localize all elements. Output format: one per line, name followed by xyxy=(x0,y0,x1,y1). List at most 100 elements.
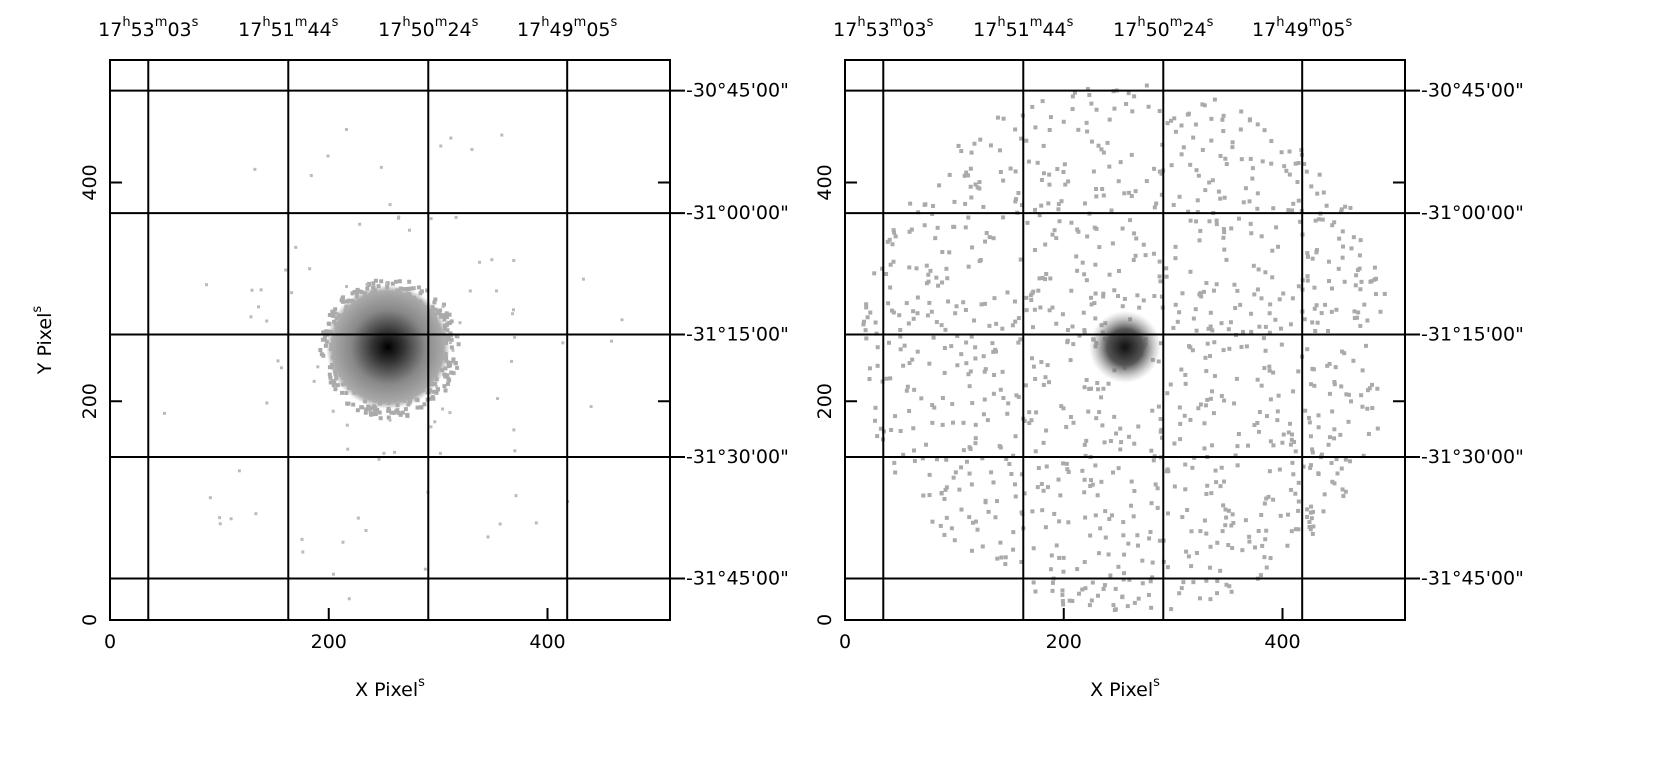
image-pixel xyxy=(1001,116,1006,121)
image-pixel xyxy=(1048,276,1053,281)
image-pixel xyxy=(940,396,945,401)
image-pixel xyxy=(995,115,1000,120)
image-pixel xyxy=(1264,496,1269,501)
image-pixel xyxy=(1129,194,1134,199)
image-pixel xyxy=(429,425,433,429)
image-pixel xyxy=(328,375,333,380)
image-pixel xyxy=(1344,392,1349,397)
image-pixel xyxy=(1013,199,1018,204)
image-pixel xyxy=(969,548,974,553)
image-pixel xyxy=(1363,343,1368,348)
image-pixel xyxy=(1296,508,1301,513)
image-pixel xyxy=(1343,457,1348,462)
image-pixel xyxy=(949,344,954,349)
image-pixel xyxy=(973,519,978,524)
image-pixel xyxy=(1076,127,1081,132)
image-pixel xyxy=(1180,515,1185,520)
image-pixel xyxy=(1209,116,1214,121)
image-pixel xyxy=(1019,203,1024,208)
image-pixel xyxy=(1358,238,1363,243)
image-pixel xyxy=(968,369,973,374)
image-pixel xyxy=(205,283,209,287)
image-pixel xyxy=(1202,103,1207,108)
image-pixel xyxy=(1221,503,1226,508)
image-pixel xyxy=(1230,546,1235,551)
image-pixel xyxy=(1033,125,1038,130)
image-pixel xyxy=(1188,162,1193,167)
image-pixel xyxy=(1335,471,1340,476)
image-pixel xyxy=(961,420,966,425)
image-pixel xyxy=(1302,161,1307,166)
image-pixel xyxy=(931,335,936,340)
image-pixel xyxy=(1013,434,1018,439)
image-pixel xyxy=(936,283,941,288)
image-pixel xyxy=(1296,284,1301,289)
image-pixel xyxy=(949,526,954,531)
image-pixel xyxy=(229,517,233,521)
image-pixel xyxy=(1151,458,1156,463)
image-pixel xyxy=(1278,513,1283,518)
image-pixel xyxy=(411,286,416,291)
image-pixel xyxy=(1184,549,1189,554)
image-pixel xyxy=(977,186,982,191)
image-pixel xyxy=(959,465,964,470)
image-pixel xyxy=(973,422,978,427)
image-pixel xyxy=(1221,129,1226,134)
image-pixel xyxy=(1285,512,1290,517)
image-pixel xyxy=(393,279,398,284)
image-pixel xyxy=(890,242,895,247)
image-pixel xyxy=(1164,266,1169,271)
image-pixel xyxy=(1065,338,1070,343)
image-pixel xyxy=(981,412,986,417)
y-tick-label: 200 xyxy=(814,383,836,419)
image-pixel xyxy=(1195,210,1200,215)
image-pixel xyxy=(944,515,949,520)
image-pixel xyxy=(1067,598,1072,603)
image-pixel xyxy=(254,512,258,516)
image-pixel xyxy=(265,401,269,405)
image-pixel xyxy=(1165,121,1170,126)
image-pixel xyxy=(308,267,312,271)
dec-tick-label: -31°15'00" xyxy=(1421,323,1524,345)
image-pixel xyxy=(257,305,261,309)
image-pixel xyxy=(1323,302,1328,307)
image-pixel xyxy=(983,301,988,306)
image-pixel xyxy=(1157,538,1162,543)
image-pixel xyxy=(1041,171,1046,176)
image-pixel xyxy=(330,309,335,314)
image-pixel xyxy=(1177,405,1182,410)
image-pixel xyxy=(861,322,866,327)
image-pixel xyxy=(1093,513,1098,518)
image-pixel xyxy=(1156,359,1161,364)
image-pixel xyxy=(1332,382,1337,387)
image-pixel xyxy=(1140,581,1145,586)
image-pixel xyxy=(930,420,935,425)
image-pixel xyxy=(1028,293,1033,298)
image-pixel xyxy=(966,264,971,269)
image-pixel xyxy=(947,172,952,177)
image-pixel xyxy=(884,376,889,381)
image-pixel xyxy=(1049,553,1054,558)
y-tick-label: 400 xyxy=(814,164,836,200)
image-pixel xyxy=(1097,245,1102,250)
x-tick-label: 200 xyxy=(1046,631,1082,653)
image-pixel xyxy=(1291,201,1296,206)
image-pixel xyxy=(991,391,996,396)
image-pixel xyxy=(1173,302,1178,307)
image-pixel xyxy=(1290,432,1295,437)
image-pixel xyxy=(1034,410,1039,415)
image-pixel xyxy=(955,333,960,338)
image-pixel xyxy=(1237,216,1242,221)
image-pixel xyxy=(1256,528,1261,533)
image-pixel xyxy=(1348,205,1353,210)
image-pixel xyxy=(1172,116,1177,121)
image-pixel xyxy=(1054,236,1059,241)
image-pixel xyxy=(1188,345,1193,350)
image-pixel xyxy=(1183,381,1188,386)
image-pixel xyxy=(1158,429,1163,434)
image-pixel xyxy=(1150,575,1155,580)
image-pixel xyxy=(1040,508,1045,513)
image-pixel xyxy=(1044,464,1049,469)
image-pixel xyxy=(1357,253,1362,258)
image-pixel xyxy=(1009,471,1014,476)
